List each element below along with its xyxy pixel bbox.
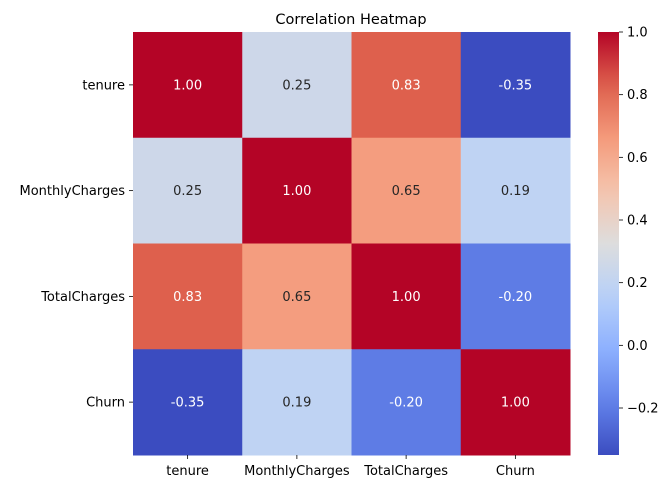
y-tick-label: MonthlyCharges	[20, 184, 126, 199]
x-tick-label: TotalCharges	[363, 464, 448, 479]
heatmap-cell	[133, 243, 243, 350]
heatmap-cell	[351, 243, 462, 350]
cell-value-label: 1.00	[282, 184, 311, 199]
y-axis-ticks: tenure MonthlyCharges TotalCharges Churn	[20, 78, 133, 411]
heatmap-cell	[242, 349, 352, 456]
heatmap-cell	[351, 137, 462, 244]
heatmap-cell	[351, 32, 462, 139]
cell-value-label: 0.25	[173, 184, 202, 199]
y-tick-label: TotalCharges	[40, 290, 125, 305]
heatmap-cell	[133, 349, 243, 456]
heatmap-cell	[133, 32, 243, 139]
heatmap-cell	[460, 32, 571, 139]
cell-value-label: -0.35	[171, 396, 205, 411]
colorbar-gradient	[598, 32, 619, 455]
chart-title: Correlation Heatmap	[275, 12, 426, 28]
heatmap-cell	[351, 349, 462, 456]
cell-value-label: 0.83	[392, 78, 421, 93]
y-tick-label: tenure	[82, 78, 125, 93]
heatmap-cell	[460, 243, 571, 350]
cell-value-label: 0.65	[282, 290, 311, 305]
x-tick-label: Churn	[496, 464, 535, 479]
cell-value-label: 0.25	[282, 78, 311, 93]
colorbar-tick-label: 0.6	[627, 151, 648, 166]
colorbar-tick-label: 0.4	[627, 214, 648, 229]
colorbar-tick-label: 0.0	[627, 339, 648, 354]
cell-value-label: 0.19	[282, 396, 311, 411]
cell-value-label: 0.83	[173, 290, 202, 305]
heatmap-cell	[133, 137, 243, 244]
cell-value-label: -0.35	[499, 78, 533, 93]
colorbar: −0.2 0.0 0.2 0.4 0.6 0.8 1.0	[598, 26, 659, 455]
heatmap-cells	[133, 32, 571, 456]
cell-value-label: 1.00	[501, 396, 530, 411]
cell-value-label: -0.20	[499, 290, 533, 305]
colorbar-tick-label: 0.8	[627, 88, 648, 103]
y-tick-label: Churn	[86, 396, 125, 411]
heatmap-cell	[242, 32, 352, 139]
heatmap-annotations: 1.00 0.25 0.83 -0.35 0.25 1.00 0.65 0.19 0.83 0.6…	[171, 78, 532, 410]
colorbar-tick-label: 1.0	[627, 26, 648, 41]
colorbar-tick-label: −0.2	[627, 402, 659, 417]
x-axis-ticks: tenure MonthlyCharges TotalCharges Churn	[166, 455, 535, 479]
cell-value-label: 0.19	[501, 184, 530, 199]
cell-value-label: 1.00	[173, 78, 202, 93]
cell-value-label: 1.00	[392, 290, 421, 305]
cell-value-label: 0.65	[392, 184, 421, 199]
heatmap-cell	[242, 137, 352, 244]
cell-value-label: -0.20	[389, 396, 423, 411]
colorbar-tick-label: 0.2	[627, 276, 648, 291]
x-tick-label: tenure	[166, 464, 209, 479]
heatmap-cell	[460, 349, 571, 456]
x-tick-label: MonthlyCharges	[244, 464, 350, 479]
heatmap-cell	[242, 243, 352, 350]
heatmap-cell	[460, 137, 571, 244]
